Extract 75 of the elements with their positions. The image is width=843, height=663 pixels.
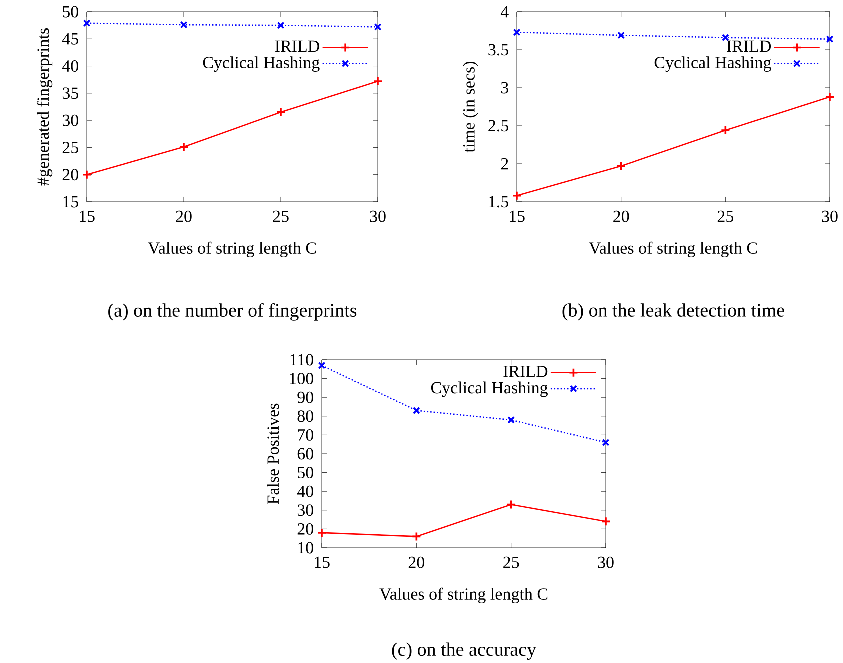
y-tick-label: 40 [62,60,78,72]
y-tick-label: 30 [62,114,78,126]
point [616,161,626,172]
y-tick-label: 20 [298,523,314,535]
y-tick-label: 60 [298,448,314,460]
x-axis-title: Values of string length C [380,588,548,604]
legend-label: IRILD [504,366,548,378]
point [83,20,91,28]
x-tick-label: 15 [314,556,330,568]
y-tick-label: 10 [298,542,314,554]
x-tick-label: 20 [176,210,192,222]
y-axis-title: #generated fingerprints [36,28,53,186]
y-tick-label: 2.5 [488,120,508,132]
y-tick-label: 70 [298,429,314,441]
point [720,126,731,136]
y-tick-label: 80 [298,410,314,422]
text: (b) on the leak detection time [562,304,784,321]
point [179,142,189,152]
point [318,362,326,370]
y-tick-label: 35 [62,88,78,100]
x-tick-label: 25 [273,210,289,222]
point [602,438,610,446]
y-tick-label: 50 [298,467,314,479]
legend-label: Cyclical Hashing [203,56,320,72]
x-tick-label: 20 [408,556,425,568]
y-tick-label: 2 [501,158,508,170]
legend-label: IRILD [275,40,320,52]
legend-label: Cyclical Hashing [431,382,548,398]
point [82,170,92,180]
y-tick-label: 100 [290,373,314,385]
x-tick-label: 15 [510,210,525,222]
x-tick-label: 30 [598,556,614,568]
point [412,532,422,542]
legend-label: IRILD [727,40,772,52]
text: (a) on the number of fingerprints [108,303,357,321]
point [825,92,835,102]
point [513,28,521,36]
legend-label: Cyclical Hashing [654,56,772,72]
y-tick-label: 4 [500,6,509,18]
x-tick-label: 15 [80,210,95,222]
point [722,34,730,42]
point [508,416,516,424]
point [180,21,188,29]
y-tick-label: 1.5 [489,196,508,208]
point [601,516,611,527]
x-tick-label: 30 [370,210,386,222]
x-axis-title: Values of string length C [148,242,316,258]
x-tick-label: 20 [614,210,630,222]
point [826,36,834,44]
point [512,191,522,201]
point [412,407,420,414]
y-tick-label: 20 [62,169,78,181]
x-tick-label: 30 [822,210,838,222]
y-tick-label: 90 [298,392,314,404]
y-axis-title: time (in secs) [462,62,478,153]
y-tick-label: 25 [62,142,78,154]
y-tick-label: 110 [290,354,314,366]
point [374,23,382,31]
y-tick-label: 50 [63,6,78,18]
y-tick-label: 15 [64,196,78,208]
y-tick-label: 3.5 [488,44,508,56]
y-tick-label: 40 [297,486,314,498]
point [506,500,516,510]
x-tick-label: 25 [718,210,734,222]
y-axis-title: False Positives [267,404,280,504]
y-tick-label: 45 [62,33,78,45]
x-axis-title: Values of string length C [589,242,758,258]
text: (c) on the accuracy [392,642,536,660]
point [317,528,327,538]
y-tick-label: 3 [501,82,508,94]
point [276,108,286,118]
point [618,32,626,40]
point [277,22,285,30]
point [373,76,383,86]
y-tick-label: 30 [298,504,314,516]
